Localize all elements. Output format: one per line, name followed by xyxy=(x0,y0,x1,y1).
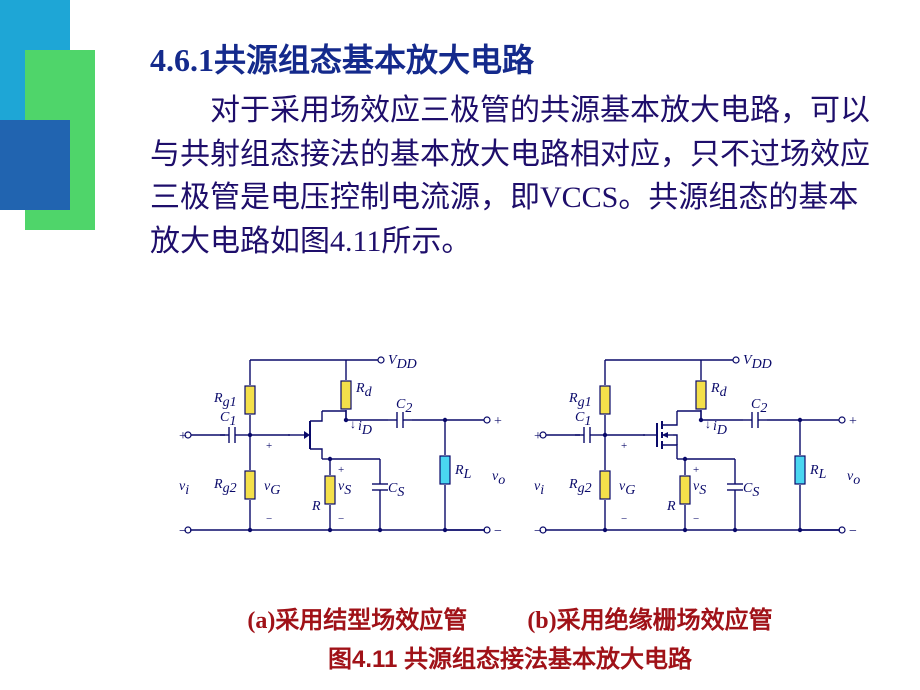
deco-bar-3 xyxy=(0,120,70,210)
svg-text:+: + xyxy=(849,414,857,429)
slide-content: 4.6.1共源组态基本放大电路 对于采用场效应三极管的共源基本放大电路，可以与共… xyxy=(150,35,870,263)
body-paragraph: 对于采用场效应三极管的共源基本放大电路，可以与共射组态接法的基本放大电路相对应，… xyxy=(150,89,870,263)
figure-captions: (a)采用结型场效应管 (b)采用绝缘栅场效应管 图4.11 共源组态接法基本放… xyxy=(150,600,870,674)
svg-text:VDD: VDD xyxy=(743,353,772,372)
circuit-b: VDD Rg1 Rd Rg2 C1 + − vi ↓iD R + vS − CS C2 RL + − vo + vG − xyxy=(525,340,865,550)
svg-text:−: − xyxy=(494,524,502,539)
svg-text:vo: vo xyxy=(492,469,505,488)
figure-title: 图4.11 共源组态接法基本放大电路 xyxy=(150,639,870,674)
svg-text:Rg1: Rg1 xyxy=(213,391,237,410)
caption-b: (b)采用绝缘栅场效应管 xyxy=(527,600,772,635)
svg-text:↓: ↓ xyxy=(350,417,356,431)
circuit-a: VDD Rg1 Rd Rg2 C1 + − vi ↓iD R + vS − CS C2 RL + − vo + vG − xyxy=(170,340,510,550)
svg-text:↓: ↓ xyxy=(705,417,711,431)
svg-text:vi: vi xyxy=(534,479,544,498)
svg-text:+: + xyxy=(179,429,187,444)
svg-text:C2: C2 xyxy=(396,397,412,416)
caption-a: (a)采用结型场效应管 xyxy=(247,600,467,635)
svg-text:+: + xyxy=(621,440,627,452)
svg-text:−: − xyxy=(534,524,542,539)
svg-text:−: − xyxy=(849,524,857,539)
svg-text:vG: vG xyxy=(264,479,280,498)
side-decoration xyxy=(0,0,110,690)
svg-text:Rg1: Rg1 xyxy=(568,391,592,410)
svg-text:RL: RL xyxy=(809,463,827,482)
svg-text:+: + xyxy=(693,464,699,476)
svg-text:C1: C1 xyxy=(575,410,591,429)
svg-text:Rd: Rd xyxy=(355,381,373,400)
svg-text:vS: vS xyxy=(693,479,706,498)
svg-text:iD: iD xyxy=(713,419,727,438)
svg-text:Rd: Rd xyxy=(710,381,728,400)
svg-text:C2: C2 xyxy=(751,397,767,416)
svg-text:RL: RL xyxy=(454,463,472,482)
svg-text:−: − xyxy=(693,513,699,525)
svg-text:R: R xyxy=(311,499,321,514)
svg-text:VDD: VDD xyxy=(388,353,417,372)
svg-text:+: + xyxy=(494,414,502,429)
svg-text:vS: vS xyxy=(338,479,351,498)
svg-text:vi: vi xyxy=(179,479,189,498)
svg-text:CS: CS xyxy=(388,481,404,500)
svg-text:−: − xyxy=(338,513,344,525)
svg-text:vG: vG xyxy=(619,479,635,498)
svg-text:−: − xyxy=(266,513,272,525)
svg-text:−: − xyxy=(621,513,627,525)
svg-text:+: + xyxy=(338,464,344,476)
figures-area: VDDRg1RdRg2C1+−vi↓iDR+vS−CSC2RL+−vo+vG− … xyxy=(170,340,870,600)
svg-text:C1: C1 xyxy=(220,410,236,429)
svg-text:vo: vo xyxy=(847,469,860,488)
svg-text:−: − xyxy=(179,524,187,539)
section-heading: 4.6.1共源组态基本放大电路 xyxy=(150,35,870,81)
svg-text:+: + xyxy=(266,440,272,452)
svg-text:R: R xyxy=(666,499,676,514)
svg-text:CS: CS xyxy=(743,481,759,500)
svg-text:Rg2: Rg2 xyxy=(568,477,592,496)
svg-text:Rg2: Rg2 xyxy=(213,477,237,496)
svg-text:iD: iD xyxy=(358,419,372,438)
svg-text:+: + xyxy=(534,429,542,444)
